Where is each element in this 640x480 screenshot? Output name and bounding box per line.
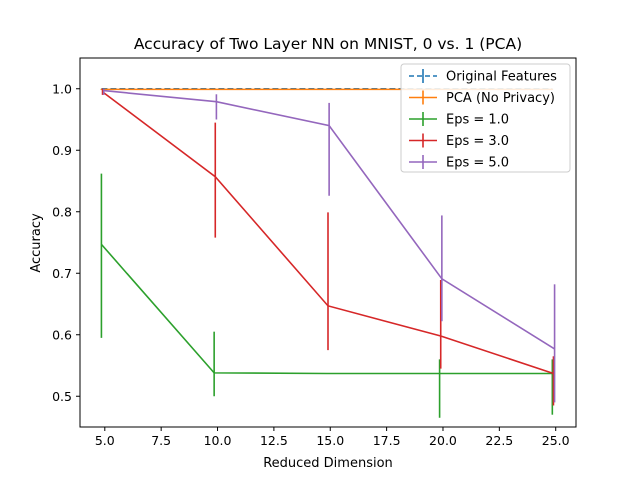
legend-label: PCA (No Privacy) (446, 91, 555, 106)
legend-label: Eps = 5.0 (446, 156, 509, 171)
x-tick-label: 12.5 (260, 433, 288, 448)
legend: Original Features PCA (No Privacy) Eps = 1… (400, 63, 571, 173)
y-tick-label: 0.8 (52, 204, 72, 219)
y-tick-label: 0.6 (52, 327, 72, 342)
legend-label: Eps = 1.0 (446, 113, 509, 128)
chart-title: Accuracy of Two Layer NN on MNIST, 0 vs.… (134, 35, 522, 53)
plot-area: 5.0 7.5 10.0 12.5 15.0 17.5 20.0 22.5 25.0 0.5 0.6… (52, 57, 577, 448)
y-tick-label: 0.5 (52, 389, 72, 404)
x-tick-label: 17.5 (373, 433, 401, 448)
series-4 (102, 88, 556, 403)
legend-label: Original Features (446, 70, 557, 85)
y-tick-label: 0.9 (52, 143, 72, 158)
x-axis-label: Reduced Dimension (263, 456, 393, 471)
x-tick-label: 20.0 (429, 433, 457, 448)
x-tick-label: 7.5 (151, 433, 171, 448)
series-3 (101, 88, 555, 406)
x-tick-label: 25.0 (542, 433, 570, 448)
x-tick-label: 5.0 (95, 433, 115, 448)
x-tick-label: 15.0 (316, 433, 344, 448)
legend-label: Eps = 3.0 (446, 134, 509, 149)
x-tick-label: 10.0 (204, 433, 232, 448)
series-line (100, 243, 553, 375)
x-tick-label: 22.5 (485, 433, 513, 448)
y-tick-label: 0.7 (52, 266, 72, 281)
legend-box (400, 63, 571, 173)
series-2 (100, 173, 554, 418)
y-tick-label: 1.0 (52, 81, 72, 96)
axes-frame (79, 57, 577, 428)
y-axis-label: Accuracy (29, 213, 44, 273)
